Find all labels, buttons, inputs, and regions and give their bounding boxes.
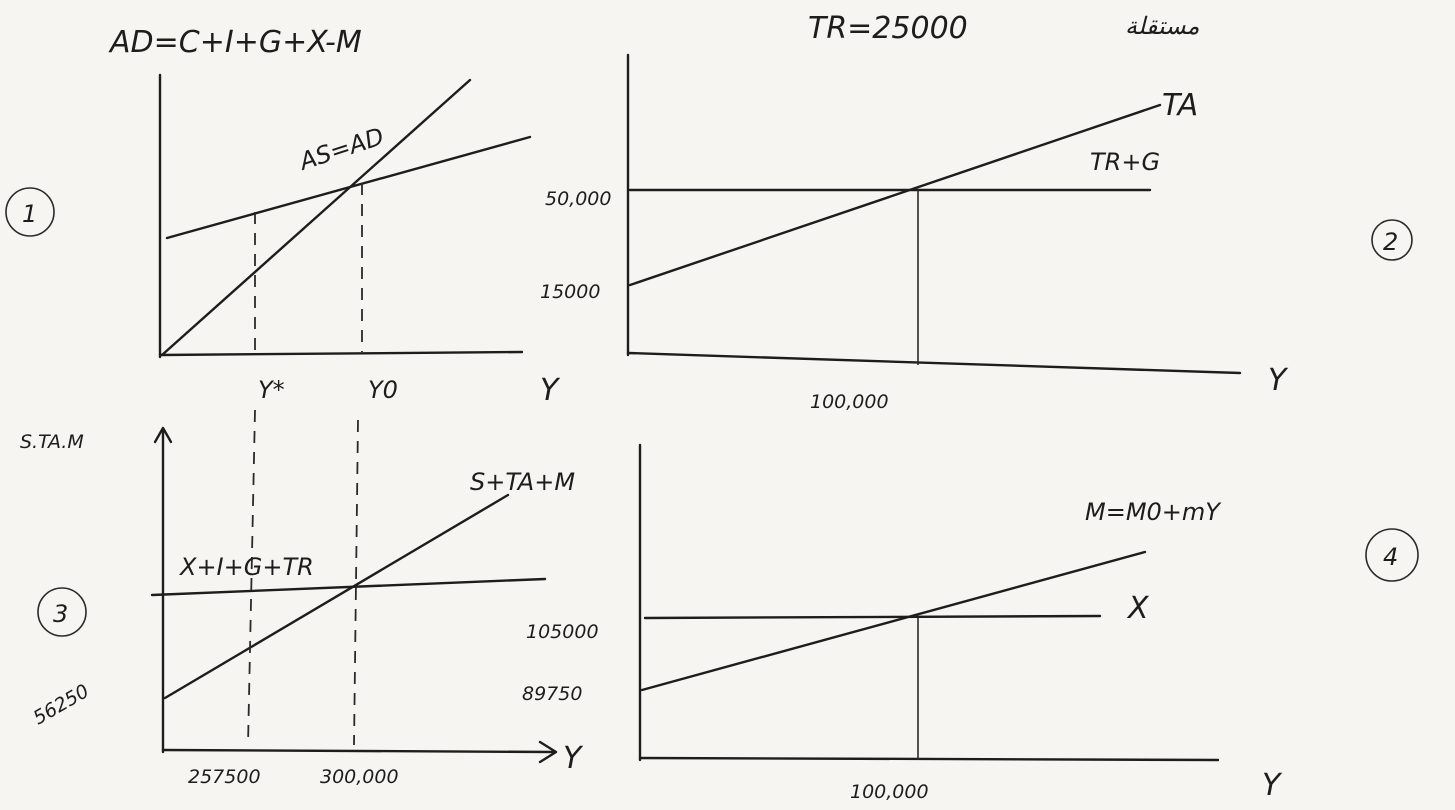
graph-3-number-circle xyxy=(37,587,87,637)
graph-4-x-label: X xyxy=(1126,591,1150,626)
graph-1-line-label: AS=AD xyxy=(294,122,387,176)
graph-3-dash-257500 xyxy=(247,409,256,746)
graph-3-x-axis-label: Y xyxy=(563,741,584,776)
graph-2: 2 TA TR+G 50,000 15000 100,000 Y xyxy=(540,53,1413,413)
graph-2-x-axis xyxy=(626,351,1242,375)
graph-2-number-circle xyxy=(1371,219,1413,261)
graph-4-m-line xyxy=(640,550,1147,692)
graph-1-number: 1 xyxy=(22,200,37,228)
graph-3-x-tick-2: 300,000 xyxy=(320,766,399,788)
graph-1-tick-y-star: Y* xyxy=(258,376,285,404)
graph-4-x-line xyxy=(643,614,1102,620)
graph-3-stam-line xyxy=(163,493,510,700)
graph-4-y-tick-low: 89750 xyxy=(522,683,582,705)
graph-1-tick-y0: Y0 xyxy=(368,376,398,404)
graph-1: 1 AD=C+I+G+X-M AS=AD Y* Y0 Y xyxy=(5,25,561,408)
graph-2-x-axis-label: Y xyxy=(1268,363,1289,398)
graph-1-title: AD=C+I+G+X-M xyxy=(108,25,362,60)
graph-4-number-circle xyxy=(1365,528,1419,582)
graph-3-number: 3 xyxy=(53,600,68,628)
graph-2-trg-label: TR+G xyxy=(1090,148,1160,176)
graph-2-ta-line xyxy=(628,103,1162,287)
header-tr-note: TR=25000 xyxy=(808,11,968,46)
graph-4-x-tick: 100,000 xyxy=(850,781,929,803)
graph-4-m-label: M=M0+mY xyxy=(1085,498,1222,526)
graph-4-y-tick-high: 105000 xyxy=(526,621,599,643)
graph-3-stam-label: S+TA+M xyxy=(470,468,575,496)
graph-3-xigtr-line xyxy=(150,577,547,597)
graph-1-x-axis xyxy=(158,350,524,357)
graph-3-x-axis-arrow xyxy=(538,740,558,764)
graph-3: 3 S.TA.M S+TA+M X+I+G+TR 56250 257500 30… xyxy=(20,409,584,788)
graph-3-y-axis-arrow xyxy=(153,426,173,444)
graph-2-y-tick-low: 15000 xyxy=(540,281,600,303)
graph-1-number-circle xyxy=(5,187,55,237)
graph-3-y-tick: 56250 xyxy=(30,680,93,729)
graph-3-y-axis-label: S.TA.M xyxy=(20,431,84,453)
graph-4-x-axis xyxy=(638,756,1220,762)
graph-3-xigtr-label: X+I+G+TR xyxy=(178,553,314,581)
graph-1-ad-line xyxy=(165,135,532,240)
graph-3-x-tick-1: 257500 xyxy=(188,766,261,788)
graph-1-x-axis-label: Y xyxy=(540,373,561,408)
graph-2-x-tick: 100,000 xyxy=(810,391,889,413)
graph-2-y-tick-high: 50,000 xyxy=(545,188,611,210)
header-tr-note-suffix: مستقلة xyxy=(1125,12,1200,40)
graph-2-number: 2 xyxy=(1383,228,1398,256)
graph-4-number: 4 xyxy=(1383,543,1398,571)
graph-2-ta-label: TA xyxy=(1162,88,1198,123)
graph-4-x-axis-label: Y xyxy=(1262,768,1283,803)
graph-3-dash-300000 xyxy=(353,419,359,746)
graph-1-as-ad-line xyxy=(160,78,472,357)
graph-3-x-axis xyxy=(161,748,557,754)
graph-4: 4 M=M0+mY X 105000 89750 100,000 Y xyxy=(522,443,1419,803)
